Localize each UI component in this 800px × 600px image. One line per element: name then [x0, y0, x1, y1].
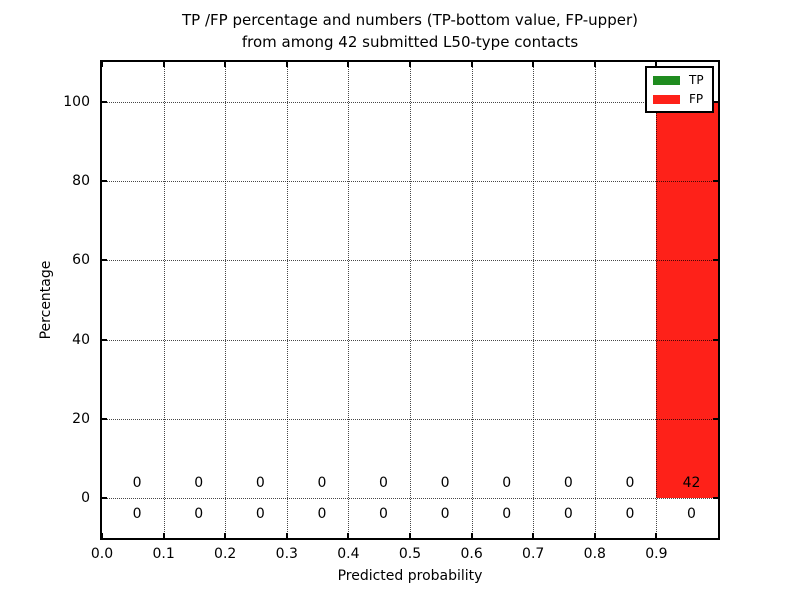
y-tick-label: 20 — [72, 411, 90, 427]
fp-count-label: 0 — [317, 475, 327, 492]
y-tick-label: 100 — [63, 93, 90, 110]
y-tick-left — [102, 338, 107, 341]
gridline-vertical — [286, 62, 288, 538]
legend-label-fp: FP — [689, 92, 704, 106]
gridline-vertical — [471, 62, 473, 538]
x-tick-bottom — [224, 533, 227, 538]
y-axis-label: Percentage — [38, 260, 54, 340]
tp-count-label: 0 — [255, 506, 265, 523]
x-tick-top — [162, 62, 165, 67]
x-tick-label: 0.8 — [583, 546, 606, 562]
x-tick-top — [409, 62, 411, 67]
fp-count-label: 0 — [132, 475, 142, 492]
x-tick-bottom — [655, 533, 658, 538]
gridline-vertical — [533, 62, 535, 538]
x-tick-bottom — [470, 533, 473, 538]
gridline-vertical — [656, 62, 658, 538]
y-tick-left — [102, 180, 107, 182]
tp-count-label: 0 — [625, 506, 635, 523]
y-tick-right — [713, 338, 718, 341]
y-tick-right — [713, 259, 718, 262]
fp-count-label: 0 — [379, 475, 388, 492]
tp-count-label: 0 — [132, 506, 142, 523]
x-tick-bottom — [532, 533, 535, 538]
fp-count-label: 42 — [682, 475, 701, 492]
y-tick-label: 0 — [81, 490, 90, 507]
fp-swatch — [653, 94, 680, 104]
x-tick-top — [101, 62, 103, 67]
tp-count-label: 0 — [563, 506, 573, 523]
y-tick-right — [713, 497, 718, 500]
y-tick-label: 80 — [72, 173, 90, 189]
x-tick-label: 0.3 — [275, 546, 298, 562]
y-tick-label: 40 — [72, 331, 90, 348]
legend-item-fp: FP — [653, 93, 704, 105]
x-tick-top — [593, 62, 596, 67]
x-tick-top — [347, 62, 350, 67]
y-tick-label: 60 — [72, 252, 90, 269]
fp-bar — [656, 101, 718, 499]
x-tick-bottom — [162, 533, 165, 538]
gridline-vertical — [163, 62, 165, 538]
x-tick-label: 0.1 — [152, 546, 175, 562]
tp-count-label: 0 — [194, 506, 204, 523]
fp-count-label: 0 — [440, 475, 450, 492]
plot-area: TP FP 0 0 0 0 0 0 0 0 0 0 0 0 0 0 0 0 0 0 42 0 — [100, 60, 720, 540]
fp-count-label: 0 — [563, 475, 573, 492]
x-tick-bottom — [347, 533, 350, 538]
y-tick-left — [102, 418, 107, 420]
legend-label-tp: TP — [689, 73, 704, 87]
x-tick-label: 0.9 — [645, 546, 668, 562]
legend: TP FP — [645, 66, 714, 113]
gridline-vertical — [225, 62, 227, 538]
x-tick-label: 0.4 — [337, 546, 360, 562]
gridline-vertical — [410, 62, 411, 538]
x-tick-top — [224, 62, 227, 67]
legend-item-tp: TP — [653, 74, 704, 86]
x-tick-label: 0.0 — [90, 546, 114, 562]
chart-title-line-2: from among 42 submitted L50-type contact… — [241, 33, 579, 51]
fp-count-label: 0 — [502, 475, 512, 492]
gridline-vertical — [594, 62, 596, 538]
x-tick-label: 0.2 — [214, 546, 237, 562]
x-tick-label: 0.6 — [460, 546, 483, 562]
x-tick-bottom — [409, 533, 411, 538]
y-tick-right — [713, 100, 718, 103]
tp-count-label: 0 — [502, 506, 512, 523]
tp-count-label: 0 — [687, 506, 696, 523]
x-tick-top — [655, 62, 658, 67]
x-tick-top — [470, 62, 473, 67]
x-tick-top — [532, 62, 535, 67]
x-tick-label: 0.7 — [522, 546, 545, 562]
fp-count-label: 0 — [255, 475, 265, 492]
gridline-vertical — [348, 62, 350, 538]
chart-title-line-1: TP /FP percentage and numbers (TP-bottom… — [182, 11, 638, 29]
tp-count-label: 0 — [440, 506, 450, 523]
fp-count-label: 0 — [625, 475, 635, 492]
x-tick-top — [285, 62, 288, 67]
chart-title: TP /FP percentage and numbers (TP-bottom… — [100, 9, 720, 53]
y-tick-left — [102, 259, 107, 262]
y-tick-left — [102, 100, 107, 103]
y-tick-right — [713, 180, 718, 182]
y-tick-right — [713, 418, 718, 420]
tp-swatch — [653, 75, 680, 85]
x-tick-bottom — [101, 533, 103, 538]
tp-count-label: 0 — [317, 506, 327, 523]
x-tick-label: 0.5 — [398, 546, 422, 562]
x-axis-label: Predicted probability — [337, 568, 483, 584]
tp-count-label: 0 — [379, 506, 388, 523]
x-tick-bottom — [285, 533, 288, 538]
x-tick-bottom — [593, 533, 596, 538]
y-tick-left — [102, 497, 107, 500]
fp-count-label: 0 — [194, 475, 204, 492]
